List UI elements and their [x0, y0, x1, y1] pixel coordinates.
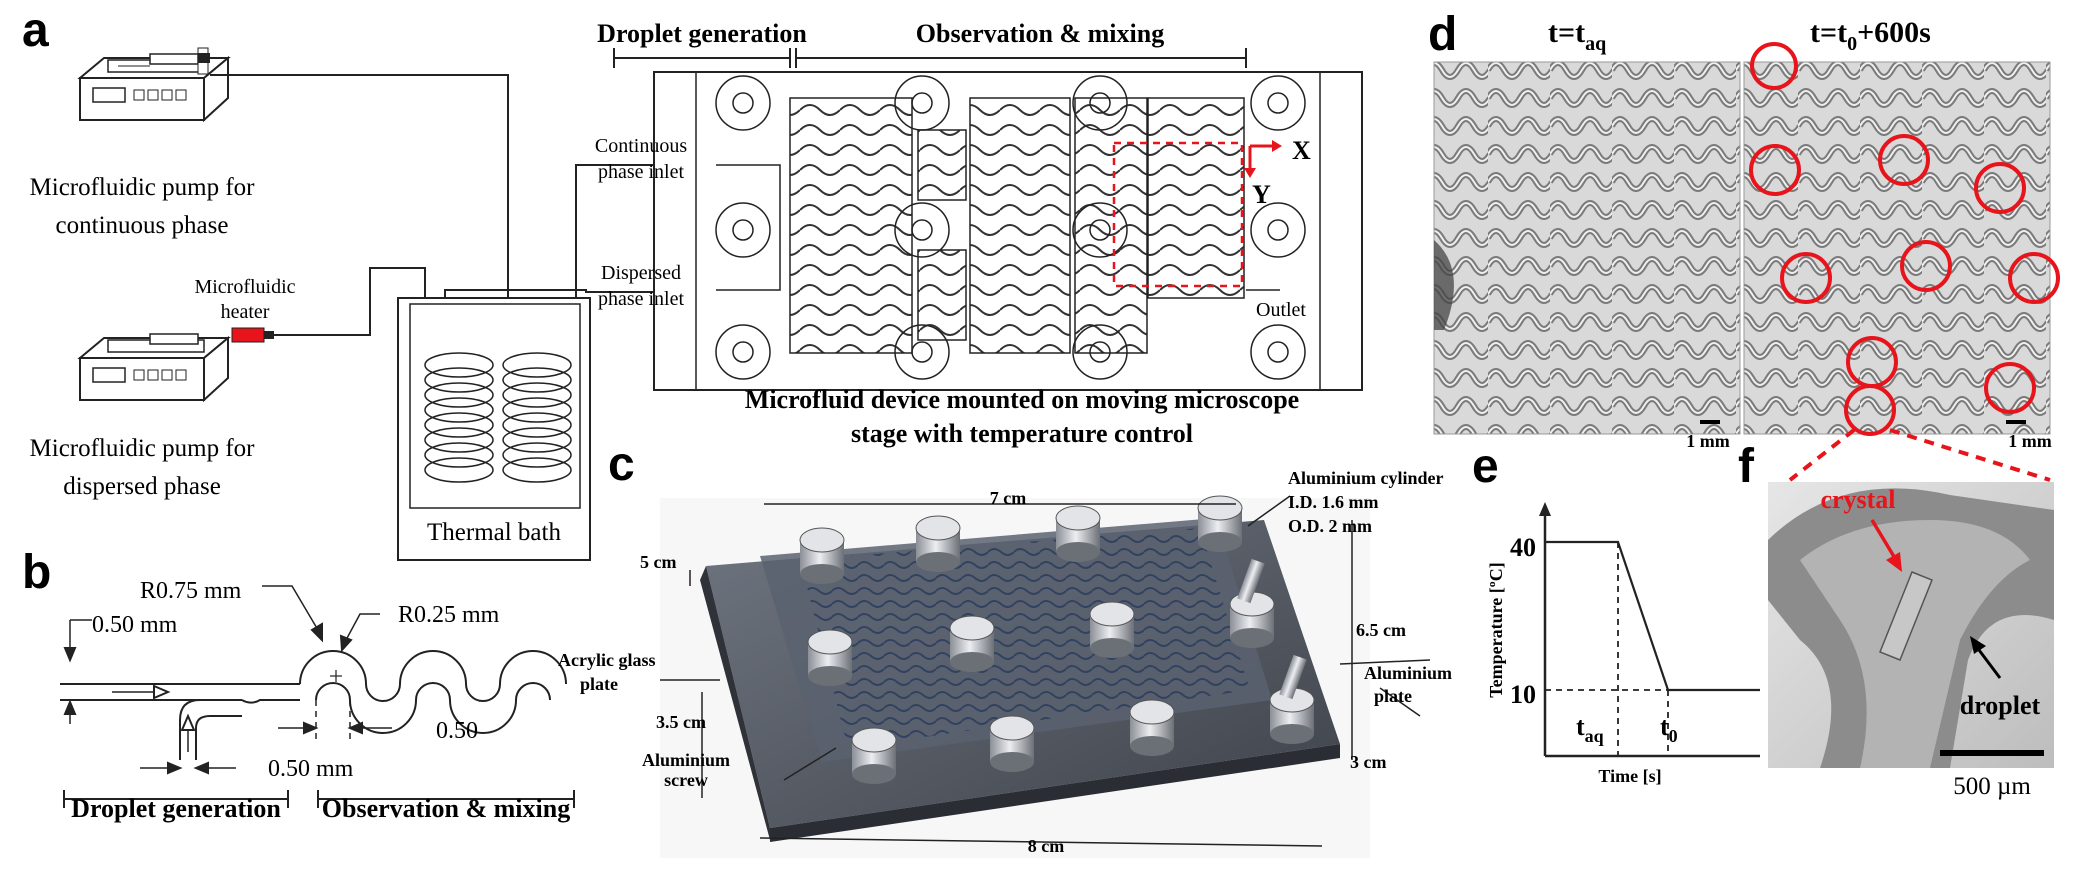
chip-observation-mixing-label: Observation & mixing — [916, 19, 1164, 48]
aluminium-screw-line2: screw — [664, 770, 708, 790]
dispersed-inlet-line1: Dispersed — [601, 262, 681, 284]
axis-x-label: X — [1292, 136, 1311, 165]
heater-block-icon — [231, 327, 265, 343]
heater-label-line2: heater — [221, 301, 270, 323]
pump-continuous-line2: continuous phase — [56, 212, 229, 239]
micrograph-t0-600s — [1743, 42, 2060, 436]
panel-label-b: b — [22, 546, 51, 599]
aluminium-plate-line1: Aluminium — [1364, 663, 1452, 683]
chart-x-label: Time [s] — [1598, 766, 1661, 786]
acrylic-label-line2: plate — [580, 674, 618, 694]
tick-t0: t0 — [1660, 712, 1678, 746]
pump-dispersed-line2: dispersed phase — [63, 473, 221, 500]
dim-8cm: 8 cm — [1028, 836, 1064, 856]
tick-taq: taq — [1576, 712, 1604, 746]
chart-y-label: Temperature [ºC] — [1486, 562, 1506, 697]
aluminium-screw-line1: Aluminium — [642, 750, 730, 770]
zoom-line-left — [1788, 428, 1856, 482]
droplet-label: droplet — [1960, 691, 2041, 720]
radius-075-label: R0.75 mm — [140, 578, 242, 604]
b-droplet-generation-label: Droplet generation — [71, 794, 281, 823]
dim-5cm: 5 cm — [640, 552, 676, 572]
chip-droplet-generation-label: Droplet generation — [597, 19, 807, 48]
temperature-profile-chart: 40 10 taq t0 Time [s] Temperature [ºC] — [1486, 502, 1760, 786]
temperature-series — [1545, 540, 1760, 692]
bath-coil-right-icon — [502, 352, 572, 483]
outlet-label: Outlet — [1256, 299, 1306, 321]
pump-continuous-caption: Microfluidic pump for continuous phase — [30, 174, 256, 239]
syringe-pump-continuous — [77, 47, 231, 123]
aluminium-cylinder-line1: Aluminium cylinder — [1288, 468, 1444, 488]
acrylic-label-line1: Acrylic glass — [558, 650, 655, 670]
observation-window — [1112, 141, 1244, 288]
device-3d-render — [660, 495, 1431, 858]
thermal-bath-label: Thermal bath — [427, 519, 561, 546]
tick-40: 40 — [1510, 533, 1536, 562]
dispersed-inlet-line2: phase inlet — [598, 288, 685, 310]
chip-brackets: Droplet generation Observation & mixing — [597, 19, 1247, 68]
dim-7cm: 7 cm — [990, 488, 1026, 508]
aluminium-plate-line2: plate — [1374, 686, 1412, 706]
micrograph-taq — [1433, 61, 1741, 435]
thermal-bath: Thermal bath — [397, 297, 591, 561]
microfluidic-chip: X Y — [653, 71, 1363, 391]
channel-geometry-drawing — [60, 585, 575, 808]
zoom-line-right — [1889, 428, 2051, 482]
crystal-label: crystal — [1820, 485, 1895, 514]
aluminium-cylinder-line2: I.D. 1.6 mm — [1288, 492, 1379, 512]
dim-3cm: 3 cm — [1350, 752, 1386, 772]
panel-label-f: f — [1738, 440, 1755, 493]
xy-axes-icon — [1244, 140, 1282, 178]
aluminium-cylinder-line3: O.D. 2 mm — [1288, 516, 1372, 536]
panel-label-e: e — [1472, 440, 1499, 493]
panel-label-d: d — [1428, 8, 1457, 61]
axis-y-label: Y — [1252, 180, 1271, 209]
heater-label-line1: Microfluidic — [194, 276, 295, 298]
syringe-pump-dispersed — [77, 327, 274, 403]
crystal-markers — [1749, 42, 2060, 436]
scale-left: 1 mm — [1686, 431, 1730, 451]
chip-wells — [715, 75, 1306, 380]
pump-continuous-line1: Microfluidic pump for — [30, 174, 256, 201]
scale-bar — [1940, 750, 2044, 756]
crystal-droplet-micrograph — [1768, 482, 2054, 768]
scale-right: 1 mm — [2008, 431, 2052, 451]
continuous-inlet-line2: phase inlet — [598, 161, 685, 183]
bath-coil-left-icon — [424, 352, 494, 483]
aluminium-posts — [799, 495, 1315, 784]
panel-label-c: c — [608, 438, 635, 491]
dim-35cm: 3.5 cm — [656, 712, 706, 732]
scale-500um-label: 500 µm — [1953, 773, 2031, 800]
d-right-title: t=t0+600s — [1810, 16, 1931, 55]
tick-10: 10 — [1510, 680, 1536, 709]
d-left-title: t=taq — [1548, 16, 1606, 55]
b-observation-mixing-label: Observation & mixing — [322, 794, 570, 823]
width-050-left-label: 0.50 mm — [92, 612, 178, 638]
pump-dispersed-line1: Microfluidic pump for — [30, 435, 256, 462]
radius-025-label: R0.25 mm — [398, 602, 500, 628]
droplet-arrow-icon — [1974, 645, 2002, 679]
inlet-tubes — [1237, 558, 1307, 700]
dim-65cm: 6.5 cm — [1356, 620, 1406, 640]
panel-label-a: a — [22, 4, 49, 57]
device-caption-line2: stage with temperature control — [851, 419, 1193, 448]
width-050-bottom-label: 0.50 mm — [268, 756, 354, 782]
device-caption-line1: Microfluid device mounted on moving micr… — [745, 385, 1299, 414]
crystal-arrow-icon — [1870, 519, 1898, 561]
pump-dispersed-caption: Microfluidic pump for dispersed phase — [30, 435, 256, 500]
continuous-inlet-line1: Continuous — [595, 135, 687, 157]
width-050-right-label: 0.50 — [436, 718, 478, 744]
